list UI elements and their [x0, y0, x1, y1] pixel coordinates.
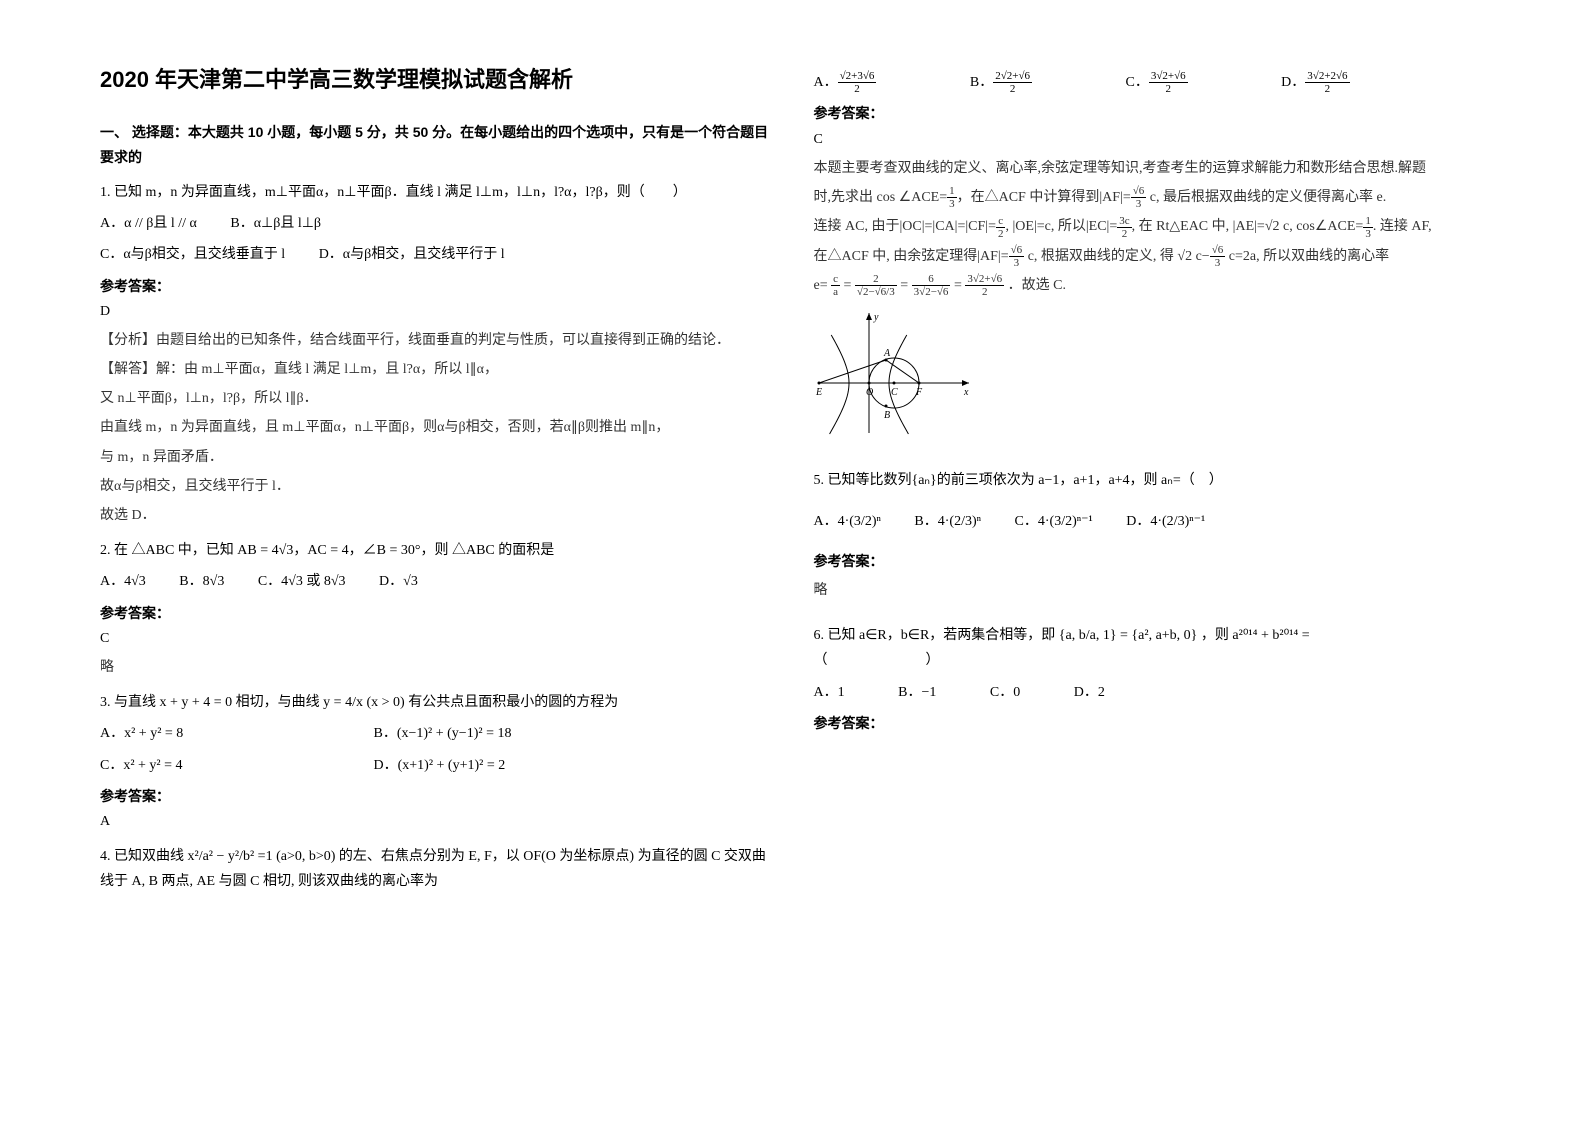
- svg-text:C: C: [891, 387, 898, 398]
- q2-answer: C: [100, 626, 774, 651]
- q4-optA: A．√2+3√62: [814, 70, 937, 95]
- q4-optB: B．2√2+√62: [970, 70, 1092, 95]
- q1-optC: C．α与β相交，且交线垂直于 l: [100, 242, 285, 267]
- q5-optA: A．4·(3/2)ⁿ: [814, 509, 881, 534]
- q5-sol: 略: [814, 578, 1488, 603]
- q3-options1: A．x² + y² = 8 B．(x−1)² + (y−1)² = 18: [100, 721, 774, 746]
- svg-text:A: A: [883, 348, 891, 359]
- q3-optB: B．(x−1)² + (y−1)² = 18: [374, 721, 512, 746]
- q1-sol5: 与 m，n 异面矛盾．: [100, 445, 774, 470]
- q2-optC: C．4√3 或 8√3: [258, 569, 346, 594]
- svg-text:O: O: [866, 387, 873, 398]
- q3-optD: D．(x+1)² + (y+1)² = 2: [374, 753, 506, 778]
- q4-hyperbola-chart: E O C F A Bx y: [814, 308, 1488, 438]
- q3-stem: 3. 与直线 x + y + 4 = 0 相切，与曲线 y = 4/x (x >…: [100, 690, 774, 715]
- q2-stem: 2. 在 △ABC 中，已知 AB = 4√3，AC = 4，∠B = 30°，…: [100, 538, 774, 563]
- q4-answer: C: [814, 127, 1488, 152]
- q4-sol5: e= ca = 2√2−√6/3 = 63√2−√6 = 3√2+√62 ．故选…: [814, 273, 1488, 298]
- q1-options: A．α // β且 l // α B．α⊥β且 l⊥β: [100, 211, 774, 236]
- answer-label: 参考答案：: [100, 784, 774, 809]
- q2-sol: 略: [100, 655, 774, 680]
- answer-label: 参考答案：: [814, 101, 1488, 126]
- q2-optA: A．4√3: [100, 569, 146, 594]
- question-3: 3. 与直线 x + y + 4 = 0 相切，与曲线 y = 4/x (x >…: [100, 690, 774, 834]
- q5-optC: C．4·(3/2)ⁿ⁻¹: [1015, 509, 1093, 534]
- q4-stem: 4. 已知双曲线 x²/a² − y²/b² =1 (a>0, b>0) 的左、…: [100, 844, 774, 894]
- answer-label: 参考答案：: [100, 274, 774, 299]
- q4-sol1: 本题主要考查双曲线的定义、离心率,余弦定理等知识,考查考生的运算求解能力和数形结…: [814, 156, 1488, 181]
- q6-optD: D．2: [1074, 680, 1105, 705]
- q2-options: A．4√3 B．8√3 C．4√3 或 8√3 D．√3: [100, 569, 774, 594]
- q3-optA: A．x² + y² = 8: [100, 721, 340, 746]
- q4-sol3: 连接 AC, 由于|OC|=|CA|=|CF|=c2, |OE|=c, 所以|E…: [814, 214, 1488, 239]
- q1-optB: B．α⊥β且 l⊥β: [230, 211, 321, 236]
- question-5: 5. 已知等比数列{aₙ}的前三项依次为 a−1，a+1，a+4，则 aₙ=（ …: [814, 468, 1488, 603]
- q4-optD: D．3√2+2√62: [1281, 70, 1409, 95]
- question-6: 6. 已知 a∈R，b∈R，若两集合相等，即 {a, b/a, 1} = {a²…: [814, 623, 1488, 736]
- q6-options: A．1 B．−1 C．0 D．2: [814, 680, 1488, 705]
- q5-optB: B．4·(2/3)ⁿ: [914, 509, 981, 534]
- q2-optD: D．√3: [379, 569, 418, 594]
- question-4: 4. 已知双曲线 x²/a² − y²/b² =1 (a>0, b>0) 的左、…: [100, 844, 774, 894]
- q2-optB: B．8√3: [179, 569, 224, 594]
- q4-sol4: 在△ACF 中, 由余弦定理得|AF|=√63 c, 根据双曲线的定义, 得 √…: [814, 244, 1488, 269]
- q6-optB: B．−1: [898, 680, 936, 705]
- page-title: 2020 年天津第二中学高三数学理模拟试题含解析: [100, 60, 774, 100]
- section-heading: 一、 选择题：本大题共 10 小题，每小题 5 分，共 50 分。在每小题给出的…: [100, 120, 774, 170]
- svg-text:B: B: [884, 410, 890, 421]
- q1-optD: D．α与β相交，且交线平行于 l: [319, 242, 505, 267]
- q3-options2: C．x² + y² = 4 D．(x+1)² + (y+1)² = 2: [100, 753, 774, 778]
- q4-options: A．√2+3√62 B．2√2+√62 C．3√2+√62 D．3√2+2√62: [814, 70, 1488, 95]
- q3-answer: A: [100, 809, 774, 834]
- q5-optD: D．4·(2/3)ⁿ⁻¹: [1126, 509, 1205, 534]
- q6-stem: 6. 已知 a∈R，b∈R，若两集合相等，即 {a, b/a, 1} = {a²…: [814, 623, 1488, 648]
- q6-paren: （ ）: [814, 648, 1488, 673]
- q1-stem: 1. 已知 m，n 为异面直线，m⊥平面α，n⊥平面β．直线 l 满足 l⊥m，…: [100, 180, 774, 205]
- q1-sol3: 又 n⊥平面β，l⊥n，l?β，所以 l∥β．: [100, 386, 774, 411]
- q1-optA: A．α // β且 l // α: [100, 211, 197, 236]
- q4-optC: C．3√2+√62: [1126, 70, 1248, 95]
- answer-label: 参考答案：: [814, 549, 1488, 574]
- q6-optA: A．1: [814, 680, 845, 705]
- q1-sol2: 【解答】解：由 m⊥平面α，直线 l 满足 l⊥m，且 l?α，所以 l∥α，: [100, 357, 774, 382]
- q6-optC: C．0: [990, 680, 1020, 705]
- question-2: 2. 在 △ABC 中，已知 AB = 4√3，AC = 4，∠B = 30°，…: [100, 538, 774, 680]
- question-1: 1. 已知 m，n 为异面直线，m⊥平面α，n⊥平面β．直线 l 满足 l⊥m，…: [100, 180, 774, 528]
- answer-label: 参考答案：: [100, 601, 774, 626]
- q1-sol6: 故α与β相交，且交线平行于 l．: [100, 474, 774, 499]
- svg-text:E: E: [815, 387, 822, 398]
- q1-sol4: 由直线 m，n 为异面直线，且 m⊥平面α，n⊥平面β，则α与β相交，否则，若α…: [100, 415, 774, 440]
- q5-options: A．4·(3/2)ⁿ B．4·(2/3)ⁿ C．4·(3/2)ⁿ⁻¹ D．4·(…: [814, 509, 1488, 534]
- q4-sol2: 时,先求出 cos ∠ACE=13，在△ACF 中计算得到|AF|=√63 c,…: [814, 185, 1488, 210]
- q1-answer: D: [100, 299, 774, 324]
- svg-text:F: F: [915, 387, 923, 398]
- q1-options2: C．α与β相交，且交线垂直于 l D．α与β相交，且交线平行于 l: [100, 242, 774, 267]
- svg-text:x: x: [963, 387, 969, 398]
- q5-stem: 5. 已知等比数列{aₙ}的前三项依次为 a−1，a+1，a+4，则 aₙ=（ …: [814, 468, 1488, 493]
- q1-sol1: 【分析】由题目给出的已知条件，结合线面平行，线面垂直的判定与性质，可以直接得到正…: [100, 328, 774, 353]
- q1-sol7: 故选 D．: [100, 503, 774, 528]
- q3-optC: C．x² + y² = 4: [100, 753, 340, 778]
- svg-text:y: y: [873, 312, 879, 323]
- answer-label: 参考答案：: [814, 711, 1488, 736]
